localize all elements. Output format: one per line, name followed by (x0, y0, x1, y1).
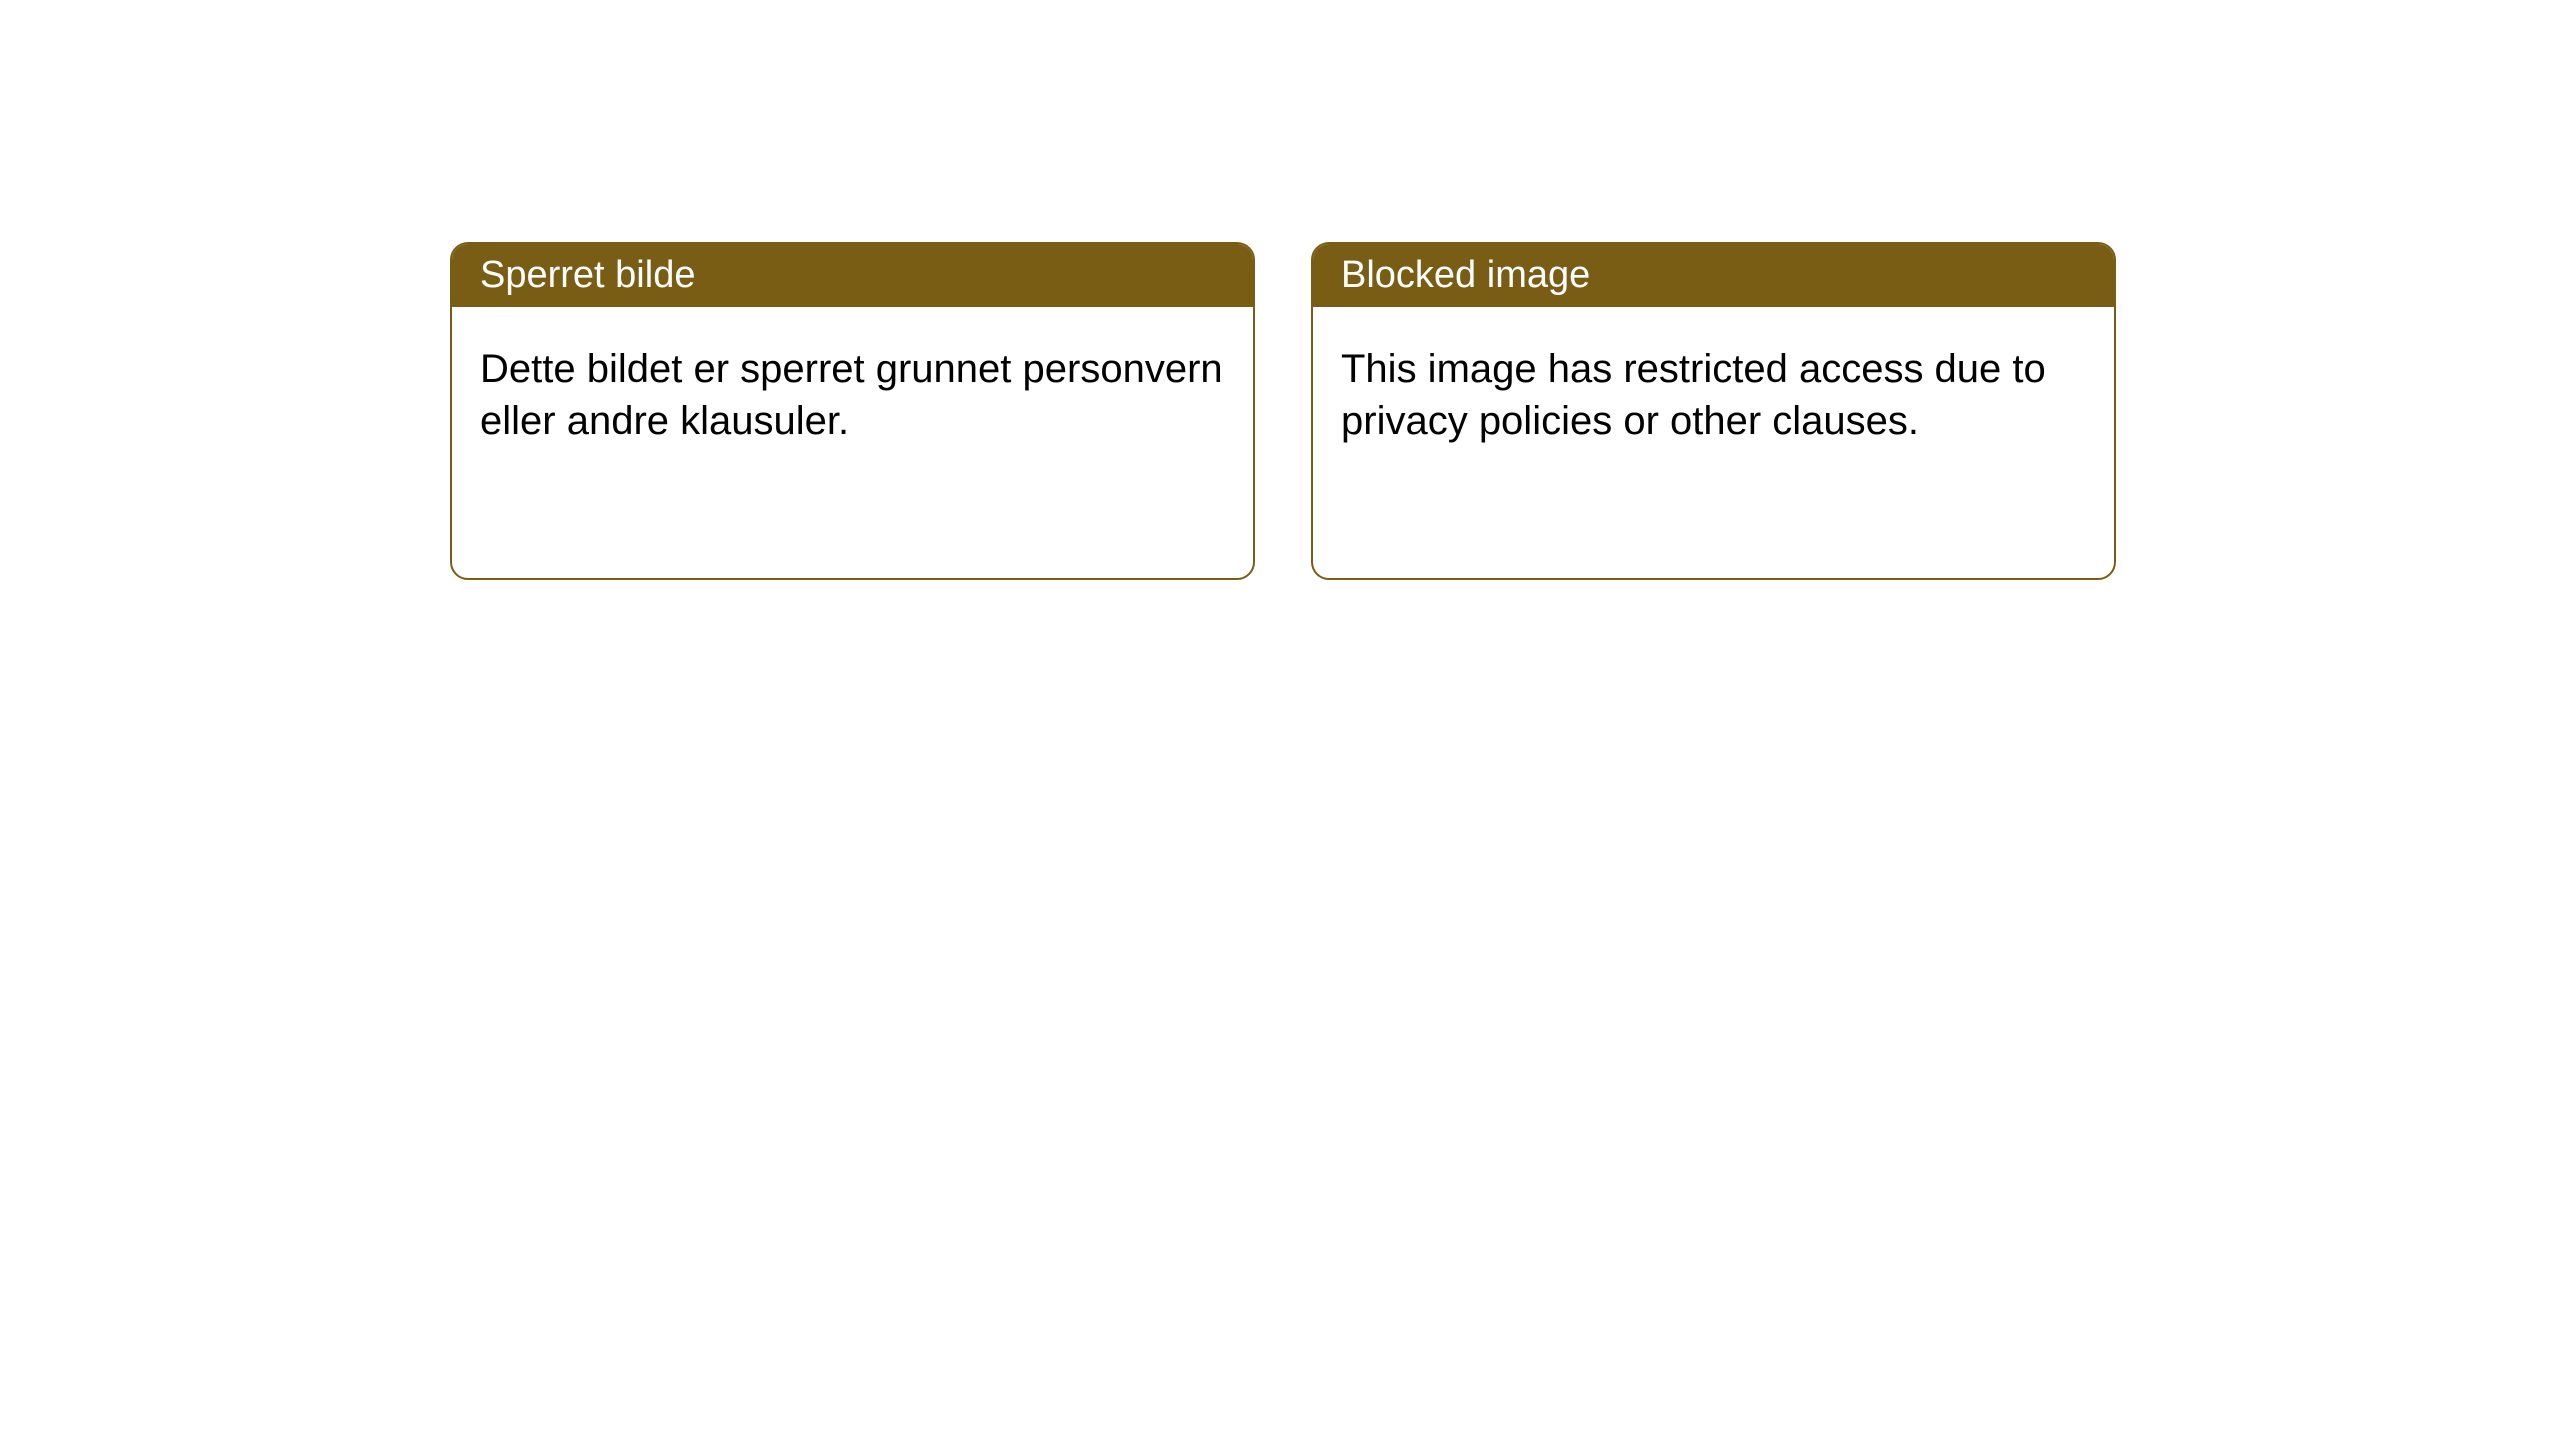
notice-card-norwegian: Sperret bilde Dette bildet er sperret gr… (450, 242, 1255, 580)
notice-card-title: Sperret bilde (452, 244, 1253, 307)
notice-card-body: Dette bildet er sperret grunnet personve… (452, 307, 1253, 483)
notice-card-body: This image has restricted access due to … (1313, 307, 2114, 483)
notice-container: Sperret bilde Dette bildet er sperret gr… (0, 0, 2560, 580)
notice-card-english: Blocked image This image has restricted … (1311, 242, 2116, 580)
notice-card-title: Blocked image (1313, 244, 2114, 307)
